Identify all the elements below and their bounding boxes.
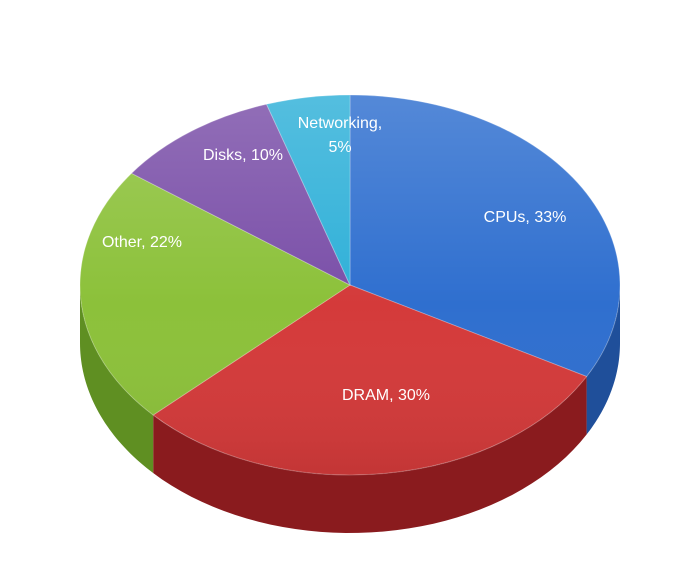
pie-side-dram: [153, 376, 587, 533]
slice-label-dram: DRAM, 30%: [342, 387, 430, 404]
pie-side-other: [80, 285, 154, 474]
pie-top-shine: [80, 95, 620, 475]
pie-label-layer: CPUs, 33% DRAM, 30% Other, 22% Disks, 10% Ne…: [102, 115, 566, 404]
pie-side-layer: [80, 285, 620, 533]
slice-label-networking-line-2: 5%: [328, 139, 351, 156]
slice-label-disks: Disks, 10%: [203, 147, 283, 164]
slice-label-other: Other, 22%: [102, 234, 182, 251]
slice-label-networking-line-1: Networking,: [298, 115, 382, 132]
slice-label-cpus: CPUs, 33%: [484, 209, 567, 226]
pie-side-cpus: [586, 285, 620, 435]
